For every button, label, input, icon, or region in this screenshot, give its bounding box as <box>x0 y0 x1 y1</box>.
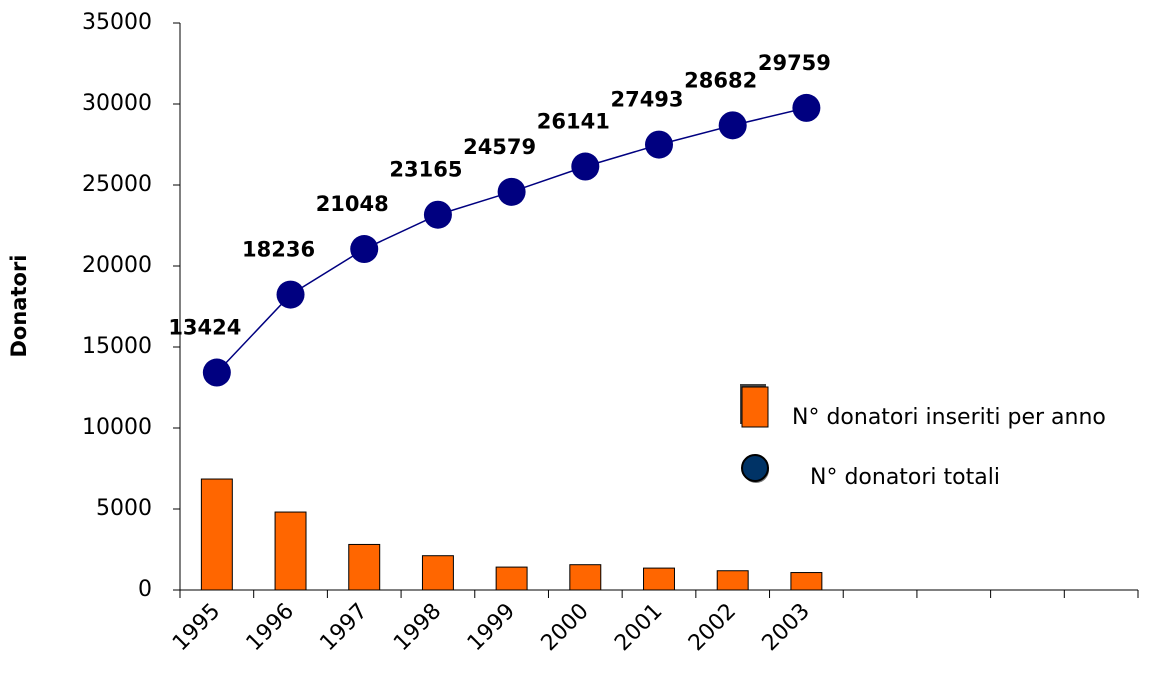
y-tick-label: 15000 <box>82 334 152 359</box>
x-tick-label: 2001 <box>610 599 667 656</box>
marker <box>350 235 379 264</box>
x-tick-label: 1995 <box>168 599 225 656</box>
marker <box>276 280 305 309</box>
marker <box>423 200 452 229</box>
bar <box>495 566 528 591</box>
x-tick-label: 1997 <box>315 599 372 656</box>
legend-swatch <box>741 386 769 428</box>
legend-swatch <box>741 454 769 482</box>
bar <box>348 543 381 591</box>
y-tick-label: 0 <box>138 577 152 602</box>
bar <box>569 564 602 591</box>
bar <box>643 567 675 591</box>
bar <box>716 570 749 591</box>
marker <box>718 111 747 140</box>
bar <box>421 555 454 591</box>
data-label: 18236 <box>242 238 315 262</box>
x-tick-label: 2000 <box>537 599 594 656</box>
data-label: 27493 <box>610 88 683 112</box>
data-label: 24579 <box>463 135 536 159</box>
x-tick-label: 2003 <box>758 599 815 656</box>
data-label: 28682 <box>684 68 757 92</box>
data-label: 23165 <box>389 158 462 182</box>
y-tick-label: 30000 <box>82 91 152 116</box>
data-label: 21048 <box>316 192 389 216</box>
legend-label: N° donatori totali <box>810 465 1000 490</box>
y-tick-label: 20000 <box>82 253 152 278</box>
y-tick-label: 5000 <box>96 496 152 521</box>
marker <box>645 130 673 159</box>
legend-label: N° donatori inseriti per anno <box>792 405 1106 430</box>
bar <box>200 478 233 591</box>
y-tick-label: 35000 <box>82 10 152 35</box>
marker <box>497 177 526 206</box>
y-tick-label: 25000 <box>82 172 152 197</box>
marker <box>571 152 600 181</box>
bar <box>274 511 307 591</box>
x-tick-label: 1999 <box>463 599 520 656</box>
data-label: 26141 <box>537 110 610 134</box>
marker <box>792 93 821 122</box>
marker <box>202 358 231 387</box>
y-tick-label: 10000 <box>82 415 152 440</box>
data-label: 29759 <box>758 51 831 75</box>
data-label: 13424 <box>168 316 241 340</box>
x-tick-label: 1998 <box>389 599 446 656</box>
bar <box>790 572 823 591</box>
y-axis-label: Donatori <box>7 254 31 357</box>
x-tick-label: 1996 <box>242 599 299 656</box>
x-tick-label: 2002 <box>684 599 741 656</box>
